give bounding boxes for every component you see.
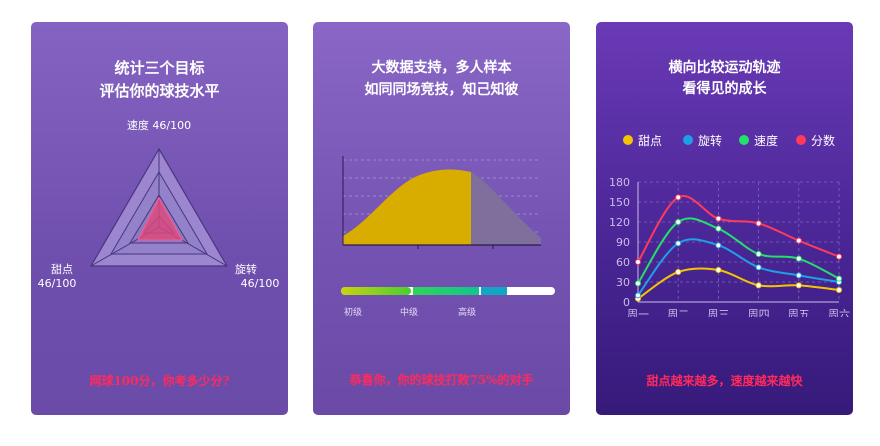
y-tick-label: 180 bbox=[609, 176, 630, 189]
series-point-0 bbox=[795, 282, 802, 289]
series-point-3 bbox=[675, 194, 682, 201]
distribution-filled bbox=[343, 169, 471, 245]
series-point-3 bbox=[755, 220, 762, 227]
y-tick-label: 150 bbox=[609, 196, 630, 209]
series-point-0 bbox=[675, 269, 682, 275]
y-tick-label: 30 bbox=[616, 276, 630, 289]
legend-marker-0 bbox=[623, 135, 633, 145]
card-title-line2: 看得见的成长 bbox=[682, 81, 767, 97]
series-point-3 bbox=[836, 253, 842, 260]
radar-chart: 速度 46/100 旋转 46/100 甜点 46/100 bbox=[38, 118, 280, 290]
distribution-tail bbox=[471, 172, 541, 245]
legend-marker-1 bbox=[683, 135, 693, 145]
level-bar-intermediate bbox=[413, 287, 479, 295]
series-point-1 bbox=[675, 240, 682, 247]
series-point-0 bbox=[755, 282, 762, 289]
x-tick-label: 周一 bbox=[627, 308, 649, 317]
level-label-intermediate: 中级 bbox=[400, 306, 418, 318]
legend-label-0: 甜点 bbox=[638, 134, 662, 148]
card-footer: 网球100分，你考多少分? bbox=[89, 374, 230, 388]
ranking-card: 大数据支持，多人样本 如同同场竞技，知己知彼 初级 中级 bbox=[313, 22, 570, 415]
card-title-line1: 大数据支持，多人样本 bbox=[371, 60, 512, 76]
x-tick-label: 周六 bbox=[828, 308, 850, 317]
series-point-0 bbox=[715, 267, 722, 273]
legend-label-2: 速度 bbox=[754, 133, 778, 148]
y-tick-label: 60 bbox=[616, 256, 630, 269]
x-tick-label: 周五 bbox=[788, 308, 810, 317]
card-title-line2: 评估你的球技水平 bbox=[99, 82, 220, 100]
series-point-3 bbox=[795, 237, 802, 244]
series-point-1 bbox=[755, 264, 762, 271]
line-chart: 甜点 旋转 速度 分数 0 30 60 90 120 150 180 周一 周二 周三 周四 周五 周六 bbox=[609, 133, 850, 317]
series-point-2 bbox=[675, 219, 682, 225]
level-label-advanced: 高级 bbox=[458, 306, 476, 318]
series-line-2 bbox=[637, 217, 840, 284]
radar-value-sweetspot: 46/100 bbox=[38, 277, 77, 290]
card-footer: 恭喜你，你的球技打败75%的对手 bbox=[349, 373, 534, 387]
legend-label-1: 旋转 bbox=[698, 133, 722, 148]
x-tick-label: 周二 bbox=[667, 308, 689, 317]
series-point-3 bbox=[635, 259, 641, 265]
progress-card: 横向比较运动轨迹 看得见的成长 甜点 旋转 速度 分数 0 30 60 90 120 150 180… bbox=[596, 22, 853, 415]
radar-data-area bbox=[137, 196, 183, 241]
card-footer: 甜点越来越多，速度越来越快 bbox=[646, 374, 803, 388]
series-point-1 bbox=[715, 242, 722, 249]
series-point-2 bbox=[715, 225, 722, 232]
level-bar: 初级 中级 高级 bbox=[341, 287, 555, 318]
radar-label-sweetspot: 甜点 bbox=[51, 263, 73, 276]
radar-label-spin: 旋转 bbox=[235, 262, 257, 276]
legend-marker-3 bbox=[796, 135, 806, 145]
card-title-line1: 横向比较运动轨迹 bbox=[668, 60, 781, 76]
level-bar-beginner bbox=[341, 287, 411, 295]
card-title-line2: 如同同场竞技，知己知彼 bbox=[364, 82, 519, 98]
legend-marker-2 bbox=[739, 135, 749, 145]
radar-value-spin: 46/100 bbox=[241, 277, 280, 290]
series-point-2 bbox=[755, 251, 762, 257]
series-point-2 bbox=[836, 275, 842, 282]
series-point-2 bbox=[795, 255, 802, 262]
series-point-1 bbox=[635, 292, 641, 299]
level-label-beginner: 初级 bbox=[344, 306, 362, 318]
series-point-0 bbox=[836, 287, 842, 293]
legend-label-3: 分数 bbox=[811, 133, 835, 148]
radar-label-speed: 速度 46/100 bbox=[127, 118, 191, 132]
series-line-0 bbox=[637, 267, 840, 300]
y-tick-label: 0 bbox=[623, 296, 630, 309]
x-tick-label: 周三 bbox=[707, 308, 729, 317]
x-tick-label: 周四 bbox=[748, 308, 770, 317]
series-point-3 bbox=[715, 215, 722, 222]
y-tick-label: 90 bbox=[616, 236, 630, 249]
series-point-1 bbox=[795, 272, 802, 279]
distribution-chart bbox=[342, 156, 541, 249]
card-title-line1: 统计三个目标 bbox=[114, 59, 205, 77]
skill-radar-card: 统计三个目标 评估你的球技水平 速度 46/100 旋转 46/100 甜点 4… bbox=[31, 22, 288, 415]
series-point-2 bbox=[635, 280, 641, 287]
y-tick-label: 120 bbox=[609, 216, 630, 229]
level-bar-advanced bbox=[481, 287, 507, 295]
